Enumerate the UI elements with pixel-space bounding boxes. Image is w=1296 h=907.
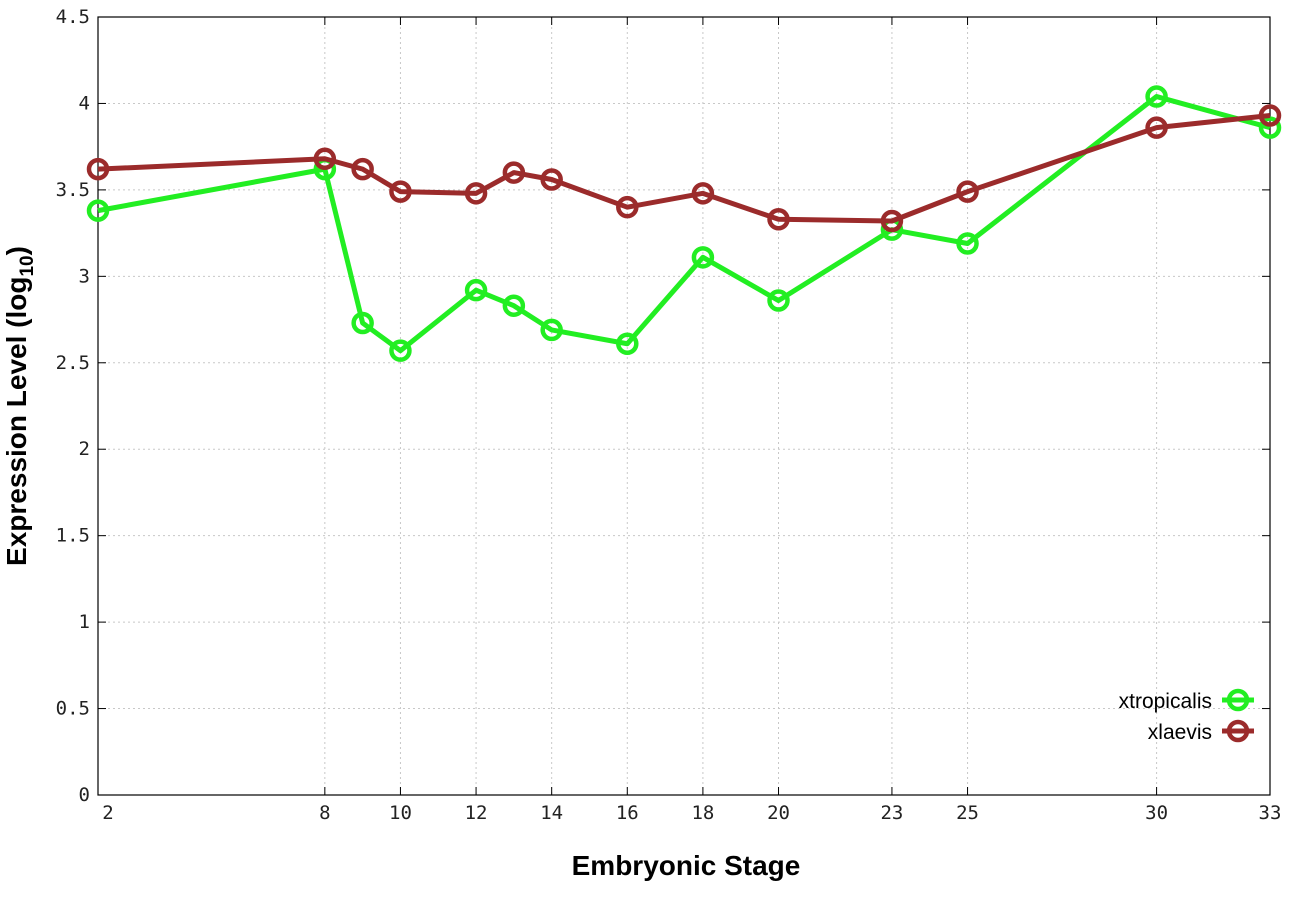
y-axis-title: Expression Level (log10) bbox=[1, 246, 38, 566]
x-tick-label: 16 bbox=[616, 802, 639, 824]
data-point-xtropicalis bbox=[616, 332, 639, 356]
data-point-xlaevis bbox=[464, 182, 488, 205]
y-tick-label: 4.5 bbox=[56, 6, 90, 28]
data-point-xlaevis bbox=[389, 180, 412, 203]
data-point-xlaevis bbox=[502, 161, 526, 184]
data-point-xlaevis bbox=[540, 168, 563, 191]
y-tick-label: 3 bbox=[79, 265, 90, 287]
y-axis-title-main: Expression Level (log bbox=[1, 277, 32, 566]
data-point-xlaevis bbox=[691, 182, 715, 205]
data-point-xtropicalis bbox=[1258, 116, 1282, 139]
y-axis-title-close: ) bbox=[1, 246, 32, 255]
data-point-xlaevis bbox=[616, 195, 639, 219]
gridlines bbox=[98, 17, 1270, 795]
x-tick-label: 2 bbox=[102, 802, 113, 824]
series-layer bbox=[86, 85, 1282, 362]
x-tick-label: 25 bbox=[956, 802, 979, 824]
x-tick-label: 33 bbox=[1259, 802, 1282, 824]
data-point-xlaevis bbox=[1258, 104, 1282, 127]
y-tick-label: 0.5 bbox=[56, 698, 90, 720]
data-point-xlaevis bbox=[313, 147, 337, 171]
data-point-xlaevis bbox=[86, 157, 110, 181]
y-tick-label: 2 bbox=[79, 438, 90, 460]
data-point-xlaevis bbox=[880, 209, 904, 233]
data-point-xlaevis bbox=[956, 180, 979, 203]
axis-ticks: 2 8 10 12 14 16 18 20 23 25 30 33 0 0.5 1 1.5 2 2.5 3 3.5 4 4… bbox=[56, 6, 1282, 824]
legend: xtropicalis xlaevis bbox=[1119, 688, 1254, 744]
x-tick-label: 14 bbox=[540, 802, 563, 824]
y-tick-label: 4 bbox=[79, 92, 90, 114]
legend-marker-xtropicalis bbox=[1226, 688, 1250, 712]
x-tick-label: 23 bbox=[880, 802, 903, 824]
legend-marker-xlaevis bbox=[1226, 719, 1250, 743]
series-line-xlaevis bbox=[97, 113, 1271, 224]
x-axis-title: Embryonic Stage bbox=[572, 850, 801, 881]
data-point-xtropicalis bbox=[691, 246, 715, 269]
data-point-xtropicalis bbox=[1145, 85, 1168, 108]
x-tick-label: 18 bbox=[691, 802, 714, 824]
legend-label-xtropicalis: xtropicalis bbox=[1119, 690, 1212, 713]
data-point-xlaevis bbox=[351, 157, 374, 181]
x-tick-label: 12 bbox=[465, 802, 488, 824]
data-point-xtropicalis bbox=[351, 311, 374, 335]
x-tick-label: 10 bbox=[389, 802, 412, 824]
data-point-xtropicalis bbox=[956, 232, 979, 255]
data-point-xtropicalis bbox=[502, 294, 526, 317]
legend-label-xlaevis: xlaevis bbox=[1148, 721, 1212, 744]
data-point-xlaevis bbox=[1145, 116, 1168, 139]
data-point-xtropicalis bbox=[767, 289, 790, 312]
data-point-xtropicalis bbox=[540, 318, 563, 342]
y-tick-label: 3.5 bbox=[56, 179, 90, 201]
plot-frame bbox=[97, 16, 1271, 796]
y-tick-label: 0 bbox=[79, 784, 90, 806]
y-tick-label: 2.5 bbox=[56, 352, 90, 374]
y-tick-label: 1.5 bbox=[56, 525, 90, 547]
x-tick-label: 8 bbox=[319, 802, 330, 824]
data-point-xtropicalis bbox=[389, 339, 412, 362]
data-point-xtropicalis bbox=[464, 278, 488, 302]
x-tick-label: 20 bbox=[767, 802, 790, 824]
y-axis-title-subscript: 10 bbox=[17, 255, 38, 276]
series-line-xtropicalis bbox=[97, 94, 1271, 354]
data-point-xlaevis bbox=[767, 208, 790, 231]
x-tick-label: 30 bbox=[1145, 802, 1168, 824]
data-point-xtropicalis bbox=[86, 199, 110, 222]
y-tick-label: 1 bbox=[79, 611, 90, 633]
